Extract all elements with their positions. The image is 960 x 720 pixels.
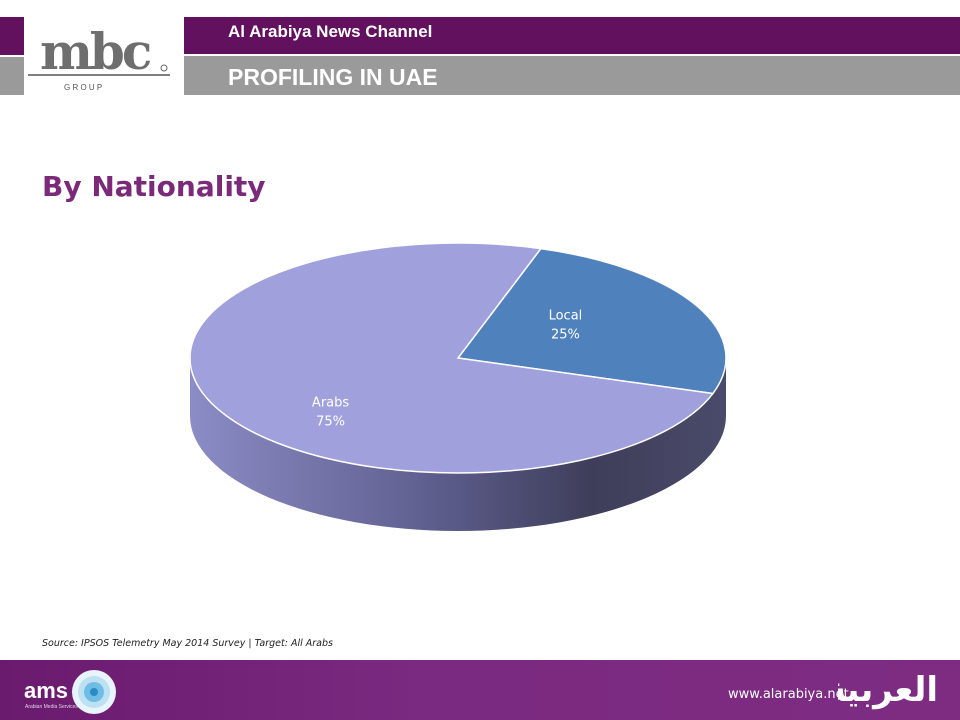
pie-slice-local — [456, 247, 727, 395]
mbc-logo-graphic: mbc G R O U P — [28, 22, 170, 92]
mbc-logo: mbc G R O U P — [24, 17, 184, 95]
source-note: Source: IPSOS Telemetry May 2014 Survey … — [42, 638, 333, 649]
ams-subtext: Arabian Media Services — [25, 704, 78, 710]
header-accent-bottom — [0, 57, 24, 95]
slice-label-local: Local — [549, 309, 583, 324]
footer-bar — [0, 660, 960, 720]
alarabiya-logo-text: العربية — [838, 670, 938, 710]
ams-disc-core — [90, 688, 98, 696]
channel-bar — [184, 17, 960, 54]
pie-chart: Local 25% Arabs 75% — [189, 242, 727, 531]
registered-icon — [160, 64, 168, 72]
alarabiya-logo: العربية — [838, 670, 938, 710]
logo-subtext: G R O U P — [64, 83, 102, 92]
ams-logo: ams Arabian Media Services — [24, 670, 116, 714]
pie-labels: Local 25% Arabs 75% — [312, 309, 582, 430]
slice-label-arabs: Arabs — [312, 395, 349, 410]
slice-value-local: 25% — [551, 328, 580, 343]
channel-name: Al Arabiya News Channel — [228, 22, 433, 41]
logo-text: mbc — [40, 22, 151, 81]
pie-slice-arabs — [189, 242, 715, 474]
ams-text: ams — [24, 678, 68, 703]
chart-heading: By Nationality — [42, 170, 266, 203]
footer-url: www.alarabiya.net — [728, 687, 849, 702]
title-bar — [184, 56, 960, 95]
pie-top — [189, 242, 727, 474]
slice-value-arabs: 75% — [316, 414, 345, 429]
header-accent-top — [0, 17, 24, 55]
pie-side-wall — [190, 358, 726, 531]
page-title: PROFILING IN UAE — [228, 64, 438, 90]
pie-side — [190, 358, 726, 531]
